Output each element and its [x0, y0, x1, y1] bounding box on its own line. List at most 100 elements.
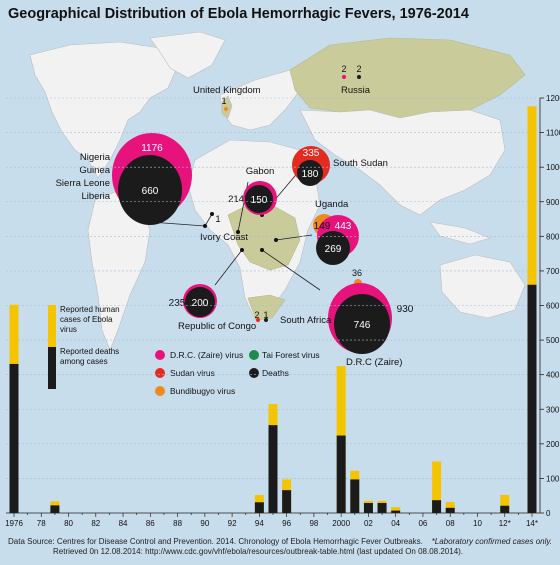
bar-chart-y-axis: 0 100 200 300 400 500 600 700 800 900 1000 1100 1200: [539, 94, 560, 518]
label-congo: Republic of Congo: [178, 321, 256, 332]
x-tick-label: 02: [364, 519, 373, 528]
x-tick-label: 14*: [526, 519, 538, 528]
bar-legend-cases-label: Reported human cases of Ebola virus: [60, 305, 120, 334]
data-source: Data Source: Centres for Disease Control…: [8, 537, 463, 557]
bar-deaths: [336, 435, 346, 513]
bubble-russia: 2 2: [341, 64, 362, 79]
bar-deaths: [268, 425, 278, 513]
label-gabon: Gabon: [246, 166, 275, 177]
leader-congo: [214, 249, 243, 286]
greenland: [149, 31, 226, 79]
x-tick-label: 2000: [332, 519, 350, 528]
x-tick-label: 1976: [5, 519, 23, 528]
y-tick-label: 1100: [546, 129, 560, 138]
bar-chart-x-axis: 1976 78 80 82 84 86 88 90 92 94 96 98 2000 02 04 06 08 10…: [5, 512, 540, 528]
legend-sudan-virus: Sudan virus: [170, 368, 215, 378]
bar-deaths: [282, 490, 292, 513]
bubble-drc-bundibugyo-label: 36: [352, 268, 362, 278]
bar-deaths: [254, 502, 264, 513]
legend-deaths-swatch: [249, 368, 259, 378]
label-ivory-coast-cases: 1: [215, 214, 220, 225]
bubble-uganda-bundibugyo-label: 149: [314, 221, 331, 232]
bar-legend-cases-swatch: [48, 305, 56, 347]
y-tick-label: 500: [546, 336, 560, 345]
bubble-congo-deaths-label: 200: [192, 298, 209, 309]
label-guinea: Guinea: [79, 165, 110, 176]
label-sierra-leone: Sierra Leone: [56, 178, 110, 189]
bubble-uganda-drc-label: 443: [335, 221, 352, 232]
y-tick-label: 200: [546, 440, 560, 449]
bubble-south-sudan-cases-label: 335: [303, 148, 320, 159]
bubble-gabon-deaths: [245, 185, 273, 213]
bubble-united-kingdom: 1: [221, 96, 228, 111]
australia: [439, 254, 526, 319]
x-tick-label: 04: [391, 519, 400, 528]
y-tick-label: 800: [546, 232, 560, 241]
bar-cases: [432, 461, 442, 513]
bar-deaths: [377, 502, 387, 513]
bubble-uganda-deaths: [316, 231, 350, 265]
legend-sudan-virus-swatch: [155, 368, 165, 378]
bar-deaths: [527, 284, 537, 513]
x-tick-label: 84: [119, 519, 128, 528]
x-tick-label: 06: [418, 519, 427, 528]
asia: [299, 109, 506, 216]
united-kingdom: [221, 95, 233, 119]
bar-deaths: [500, 505, 510, 513]
bubble-gabon: 150: [243, 181, 277, 215]
south-africa-region: [247, 294, 286, 321]
bubble-west-africa: 1176 660: [112, 133, 192, 225]
bubble-uganda-deaths-label: 269: [325, 244, 342, 255]
label-united-kingdom: United Kingdom: [193, 85, 261, 96]
label-drc: D.R.C (Zaire): [346, 357, 402, 368]
label-liberia: Liberia: [81, 191, 110, 202]
legend-tai-forest: Tai Forest virus: [262, 350, 320, 360]
x-tick-label: 96: [282, 519, 291, 528]
europe: [219, 69, 301, 131]
bubble-south-sudan: 335 180: [292, 146, 330, 186]
bar-deaths: [391, 510, 401, 513]
bubble-south-sudan-deaths: [297, 160, 323, 186]
bubble-drc-deaths: [334, 294, 390, 354]
label-south-sudan: South Sudan: [333, 158, 388, 169]
dot-drc: [260, 248, 264, 252]
x-tick-label: 82: [91, 519, 100, 528]
bar-deaths: [432, 500, 442, 513]
bubble-russia-cases-label: 2: [341, 64, 346, 74]
bar-legend: Reported human cases of Ebola virus Repo…: [48, 305, 120, 389]
x-tick-label: 88: [173, 519, 182, 528]
outbreak-dots: [203, 212, 278, 252]
russia: [289, 37, 526, 119]
bar-chart-grid: [6, 97, 540, 514]
y-tick-label: 0: [546, 509, 551, 518]
page-title: Geographical Distribution of Ebola Hemor…: [8, 6, 469, 22]
bar-deaths: [350, 479, 360, 513]
bubble-south-sudan-deaths-label: 180: [302, 169, 319, 180]
dot-uganda: [274, 238, 278, 242]
legend-tai-forest-swatch: [249, 350, 259, 360]
bubble-uganda: 149 443 269: [313, 214, 359, 265]
bar-deaths: [50, 505, 60, 513]
y-tick-label: 700: [546, 267, 560, 276]
bar-legend-deaths-swatch: [48, 347, 56, 389]
bubble-drc-cases-label: 930: [397, 304, 414, 315]
x-tick-label: 98: [309, 519, 318, 528]
bar-deaths: [9, 363, 19, 513]
bubble-drc-deaths-label: 746: [354, 320, 371, 331]
y-tick-label: 400: [546, 371, 560, 380]
bar-cases: [445, 501, 455, 513]
y-tick-label: 1200: [546, 94, 560, 103]
bubble-drc: 36 930 746: [328, 268, 414, 354]
indonesia: [429, 221, 491, 245]
legend-drc-virus: D.R.C. (Zaire) virus: [170, 350, 243, 360]
label-south-africa: South Africa: [280, 315, 332, 326]
bubble-congo-deaths: [185, 287, 215, 317]
x-tick-label: 92: [228, 519, 237, 528]
legend-bundibugyo: Bundibugyo virus: [170, 386, 235, 396]
bar-deaths: [363, 502, 373, 513]
bubble-west-africa-deaths-label: 660: [142, 186, 159, 197]
label-ivory-coast: Ivory Coast: [200, 232, 248, 243]
y-tick-label: 900: [546, 198, 560, 207]
